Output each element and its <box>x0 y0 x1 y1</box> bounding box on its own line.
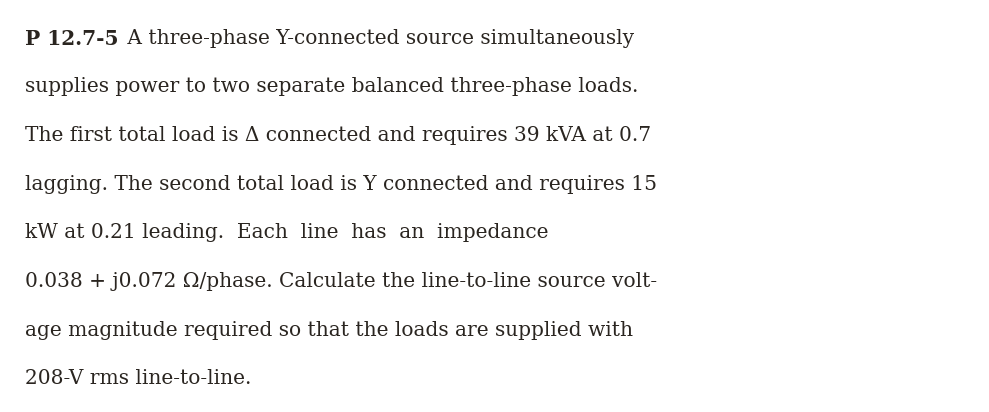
Text: 0.038 + j0.072 Ω/phase. Calculate the line-to-line source volt-: 0.038 + j0.072 Ω/phase. Calculate the li… <box>25 272 657 291</box>
Text: age magnitude required so that the loads are supplied with: age magnitude required so that the loads… <box>25 321 633 339</box>
Text: The first total load is Δ connected and requires 39 kVA at 0.7: The first total load is Δ connected and … <box>25 126 651 145</box>
Text: kW at 0.21 leading.  Each  line  has  an  impedance: kW at 0.21 leading. Each line has an imp… <box>25 223 548 242</box>
Text: A three-phase Y-connected source simultaneously: A three-phase Y-connected source simulta… <box>121 29 634 48</box>
Text: supplies power to two separate balanced three-phase loads.: supplies power to two separate balanced … <box>25 77 638 96</box>
Text: 208-V rms line-to-line.: 208-V rms line-to-line. <box>25 369 251 388</box>
Text: P 12.7-5: P 12.7-5 <box>25 29 119 49</box>
Text: lagging. The second total load is Y connected and requires 15: lagging. The second total load is Y conn… <box>25 175 657 194</box>
